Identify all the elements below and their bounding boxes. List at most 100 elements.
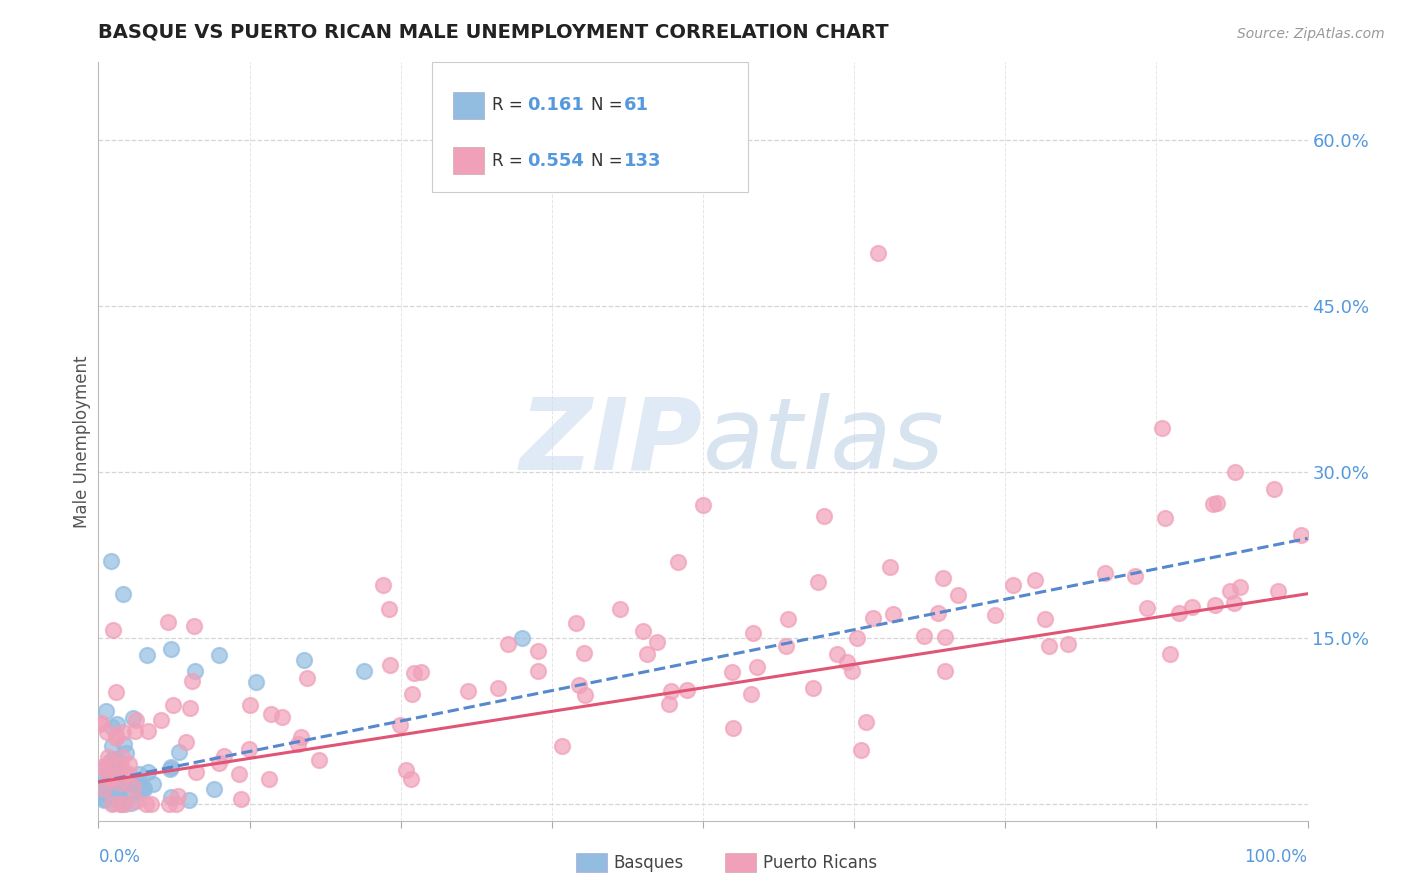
Point xyxy=(297,671,319,685)
Text: Source: ZipAtlas.com: Source: ZipAtlas.com xyxy=(1237,27,1385,41)
Point xyxy=(1038,639,1060,653)
Point xyxy=(292,653,315,667)
Point xyxy=(160,759,183,773)
Point xyxy=(1181,599,1204,614)
Point xyxy=(141,797,163,811)
Point xyxy=(912,629,935,643)
Point xyxy=(389,717,412,731)
Point xyxy=(1153,511,1175,525)
Text: R =: R = xyxy=(492,96,529,114)
Point xyxy=(835,655,858,669)
Point xyxy=(121,786,143,800)
Point xyxy=(157,797,180,811)
Point xyxy=(96,725,118,739)
Point xyxy=(127,776,149,790)
Point xyxy=(208,756,231,770)
Point xyxy=(862,611,884,625)
Point xyxy=(1167,607,1189,621)
Point xyxy=(208,648,231,662)
Point xyxy=(1263,482,1285,496)
Point xyxy=(636,647,658,661)
Point xyxy=(118,757,141,772)
Point xyxy=(740,687,762,701)
Point xyxy=(270,710,292,724)
Point xyxy=(118,766,141,780)
Point xyxy=(287,738,309,752)
Point xyxy=(94,792,117,806)
Point xyxy=(110,757,132,772)
Point xyxy=(290,730,312,744)
Point xyxy=(176,735,198,749)
Point xyxy=(934,630,956,644)
Point xyxy=(112,737,135,751)
Point xyxy=(1202,497,1225,511)
Point xyxy=(110,793,132,807)
Text: Puerto Ricans: Puerto Ricans xyxy=(763,855,877,872)
Point xyxy=(89,716,111,731)
Point xyxy=(169,745,191,759)
Point xyxy=(496,637,519,651)
Point xyxy=(675,683,697,698)
Point xyxy=(103,623,125,637)
Point xyxy=(568,678,591,692)
Point xyxy=(122,780,145,795)
Point xyxy=(111,780,134,794)
Point xyxy=(100,720,122,734)
Point xyxy=(879,560,901,574)
Point xyxy=(165,797,187,811)
Point xyxy=(107,787,129,801)
Point xyxy=(486,681,509,695)
Point xyxy=(162,698,184,713)
Point xyxy=(1159,647,1181,661)
Point xyxy=(105,752,128,766)
Point xyxy=(409,665,432,680)
Point xyxy=(457,683,479,698)
Point xyxy=(108,764,131,778)
Point xyxy=(1033,612,1056,626)
Point xyxy=(108,782,131,797)
Point xyxy=(105,728,128,742)
Point xyxy=(841,664,863,678)
Point xyxy=(136,765,159,780)
Point xyxy=(97,766,120,780)
Point xyxy=(128,767,150,781)
Point xyxy=(202,782,225,797)
Point xyxy=(105,716,128,731)
Point xyxy=(125,779,148,793)
Point xyxy=(107,756,129,770)
Point xyxy=(90,759,112,773)
Point xyxy=(238,742,260,756)
Point xyxy=(111,750,134,764)
Text: 61: 61 xyxy=(624,96,650,114)
Point xyxy=(825,648,848,662)
Point xyxy=(149,713,172,727)
Point xyxy=(110,797,132,811)
Point xyxy=(98,756,121,770)
Point xyxy=(259,772,281,787)
Point xyxy=(721,721,744,735)
Point xyxy=(96,787,118,801)
Point xyxy=(131,780,153,794)
Point xyxy=(111,797,134,811)
Point xyxy=(90,716,112,731)
Point xyxy=(160,789,183,804)
Point xyxy=(115,746,138,760)
Point xyxy=(927,606,949,620)
Point xyxy=(551,739,574,753)
Point xyxy=(112,765,135,780)
Point xyxy=(93,782,115,797)
Point xyxy=(105,788,128,802)
Point xyxy=(404,666,426,681)
Point xyxy=(775,639,797,653)
Point xyxy=(813,509,835,524)
Point xyxy=(125,794,148,808)
Point xyxy=(1152,420,1174,434)
Point xyxy=(574,688,596,702)
Point xyxy=(212,748,235,763)
Point xyxy=(658,697,681,711)
Point xyxy=(90,781,112,796)
Point xyxy=(1205,496,1227,510)
Point xyxy=(89,780,111,794)
Point xyxy=(846,631,869,645)
Y-axis label: Male Unemployment: Male Unemployment xyxy=(73,355,91,528)
